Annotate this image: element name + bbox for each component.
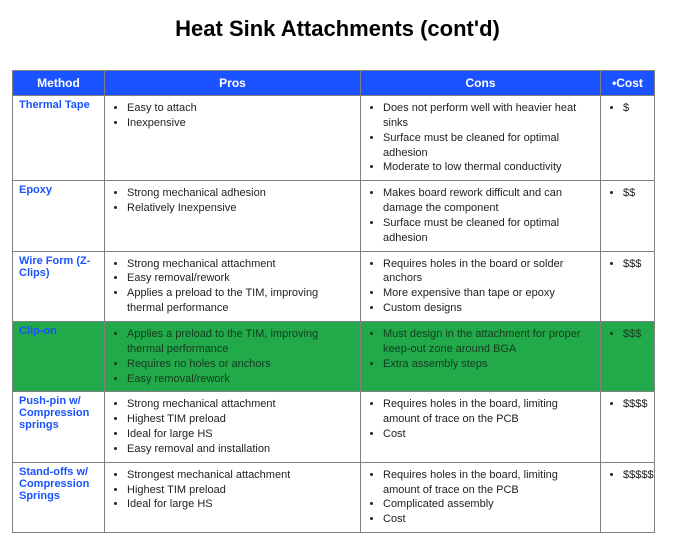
list-item: Strong mechanical adhesion [127,186,354,201]
cost-cell: $$ [601,181,655,251]
list-item: Easy to attach [127,101,354,116]
list-item: Strongest mechanical attachment [127,468,354,483]
list-item: Strong mechanical attachment [127,397,354,412]
table-row: Stand-offs w/ Compression SpringsStronge… [13,462,655,532]
pros-list: Applies a preload to the TIM, improving … [111,327,354,386]
list-item: Custom designs [383,301,594,316]
cost-cell: $$$ [601,321,655,391]
pros-list: Strong mechanical attachmentHighest TIM … [111,397,354,456]
list-item: Strong mechanical attachment [127,257,354,272]
table-header-row: Method Pros Cons •Cost [13,71,655,96]
cons-list: Requires holes in the board, limiting am… [367,397,594,442]
list-item: Does not perform well with heavier heat … [383,101,594,131]
cons: Requires holes in the board or solder an… [361,251,601,321]
cost-cell: $$$ [601,251,655,321]
cons: Must design in the attachment for proper… [361,321,601,391]
cons: Does not perform well with heavier heat … [361,96,601,181]
cost-list: $ [607,101,648,116]
pros: Strong mechanical attachmentEasy removal… [105,251,361,321]
cost-cell: $ [601,96,655,181]
list-item: Moderate to low thermal conductivity [383,160,594,175]
cons-list: Requires holes in the board, limiting am… [367,468,594,527]
pros-list: Easy to attachInexpensive [111,101,354,131]
list-item: Ideal for large HS [127,497,354,512]
cons: Requires holes in the board, limiting am… [361,392,601,462]
list-item: Ideal for large HS [127,427,354,442]
list-item: $$$ [623,257,648,272]
pros: Strongest mechanical attachmentHighest T… [105,462,361,532]
list-item: Surface must be cleaned for optimal adhe… [383,131,594,161]
col-header-cons: Cons [361,71,601,96]
col-header-method: Method [13,71,105,96]
table-row: Thermal TapeEasy to attachInexpensiveDoe… [13,96,655,181]
list-item: $$$ [623,327,648,342]
heatsink-table: Method Pros Cons •Cost Thermal TapeEasy … [12,70,655,533]
list-item: Cost [383,512,594,527]
cons-list: Does not perform well with heavier heat … [367,101,594,175]
list-item: Applies a preload to the TIM, improving … [127,327,354,357]
list-item: Surface must be cleaned for optimal adhe… [383,216,594,246]
table-row: Clip-on Applies a preload to the TIM, imp… [13,321,655,391]
list-item: Highest TIM preload [127,412,354,427]
pros-list: Strong mechanical attachmentEasy removal… [111,257,354,316]
table-row: EpoxyStrong mechanical adhesionRelativel… [13,181,655,251]
table-row: Wire Form (Z-Clips)Strong mechanical att… [13,251,655,321]
list-item: Relatively Inexpensive [127,201,354,216]
method-cell: Thermal Tape [13,96,105,181]
list-item: Highest TIM preload [127,483,354,498]
list-item: Requires holes in the board, limiting am… [383,468,594,498]
pros: Applies a preload to the TIM, improving … [105,321,361,391]
cost-cell: $$$$$ [601,462,655,532]
pros: Strong mechanical attachmentHighest TIM … [105,392,361,462]
page-title: Heat Sink Attachments (cont'd) [12,16,663,42]
method-cell: Clip-on [13,321,105,391]
list-item: Complicated assembly [383,497,594,512]
col-header-cost: •Cost [601,71,655,96]
list-item: Requires holes in the board or solder an… [383,257,594,287]
list-item: Easy removal/rework [127,271,354,286]
cost-list: $$$ [607,257,648,272]
list-item: Cost [383,427,594,442]
list-item: More expensive than tape or epoxy [383,286,594,301]
method-cell: Epoxy [13,181,105,251]
list-item: Requires holes in the board, limiting am… [383,397,594,427]
cons-list: Requires holes in the board or solder an… [367,257,594,316]
list-item: Easy removal and installation [127,442,354,457]
cost-list: $$$$$ [607,468,648,483]
list-item: $ [623,101,648,116]
pros-list: Strong mechanical adhesionRelatively Ine… [111,186,354,216]
cons: Makes board rework difficult and can dam… [361,181,601,251]
list-item: $$ [623,186,648,201]
list-item: Extra assembly steps [383,357,594,372]
method-cell: Wire Form (Z-Clips) [13,251,105,321]
list-item: Applies a preload to the TIM, improving … [127,286,354,316]
cons: Requires holes in the board, limiting am… [361,462,601,532]
cost-list: $$ [607,186,648,201]
list-item: Easy removal/rework [127,372,354,387]
pros: Strong mechanical adhesionRelatively Ine… [105,181,361,251]
list-item: Inexpensive [127,116,354,131]
cost-list: $$$$ [607,397,648,412]
list-item: $$$$ [623,397,648,412]
list-item: Requires no holes or anchors [127,357,354,372]
cons-list: Makes board rework difficult and can dam… [367,186,594,245]
col-header-pros: Pros [105,71,361,96]
list-item: Must design in the attachment for proper… [383,327,594,357]
list-item: Makes board rework difficult and can dam… [383,186,594,216]
list-item: $$$$$ [623,468,648,483]
table-row: Push-pin w/ Compression springsStrong me… [13,392,655,462]
pros: Easy to attachInexpensive [105,96,361,181]
cost-cell: $$$$ [601,392,655,462]
cons-list: Must design in the attachment for proper… [367,327,594,372]
method-cell: Stand-offs w/ Compression Springs [13,462,105,532]
cost-list: $$$ [607,327,648,342]
method-cell: Push-pin w/ Compression springs [13,392,105,462]
